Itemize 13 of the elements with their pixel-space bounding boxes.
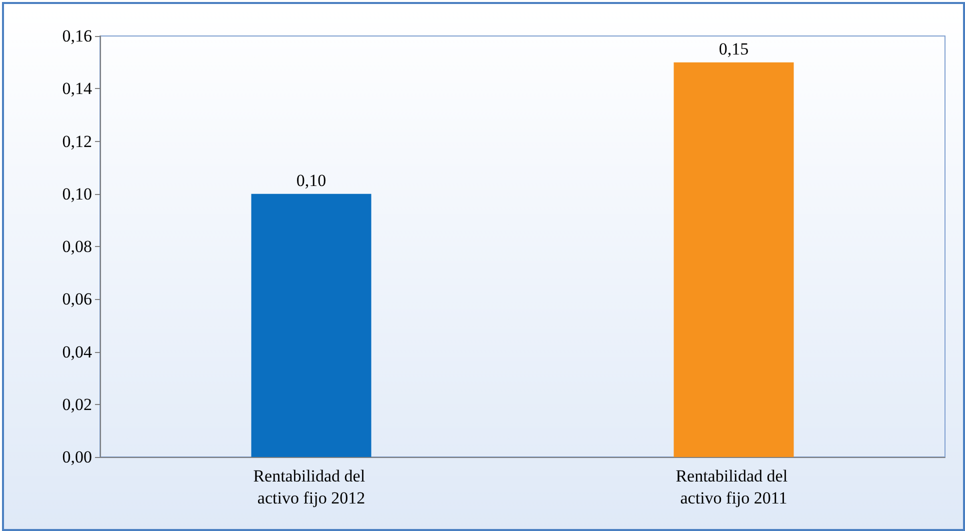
y-tick-label: 0,16 [62,26,92,46]
x-tick-label: Rentabilidad del activo fijo 2012 [253,466,370,508]
y-tick-label: 0,14 [62,79,92,98]
y-tick-label: 0,02 [62,394,92,414]
data-label: 0,10 [296,170,326,190]
y-tick-label: 0,00 [62,448,92,466]
y-tick-label: 0,10 [62,184,92,204]
y-tick-label: 0,08 [62,237,92,256]
y-tick-label: 0,12 [62,132,92,151]
y-tick-label: 0,04 [62,342,92,362]
data-label: 0,15 [718,39,749,58]
y-tick-label: 0,06 [62,290,92,309]
x-tick-label: Rentabilidad del activo fijo 2011 [676,466,792,508]
